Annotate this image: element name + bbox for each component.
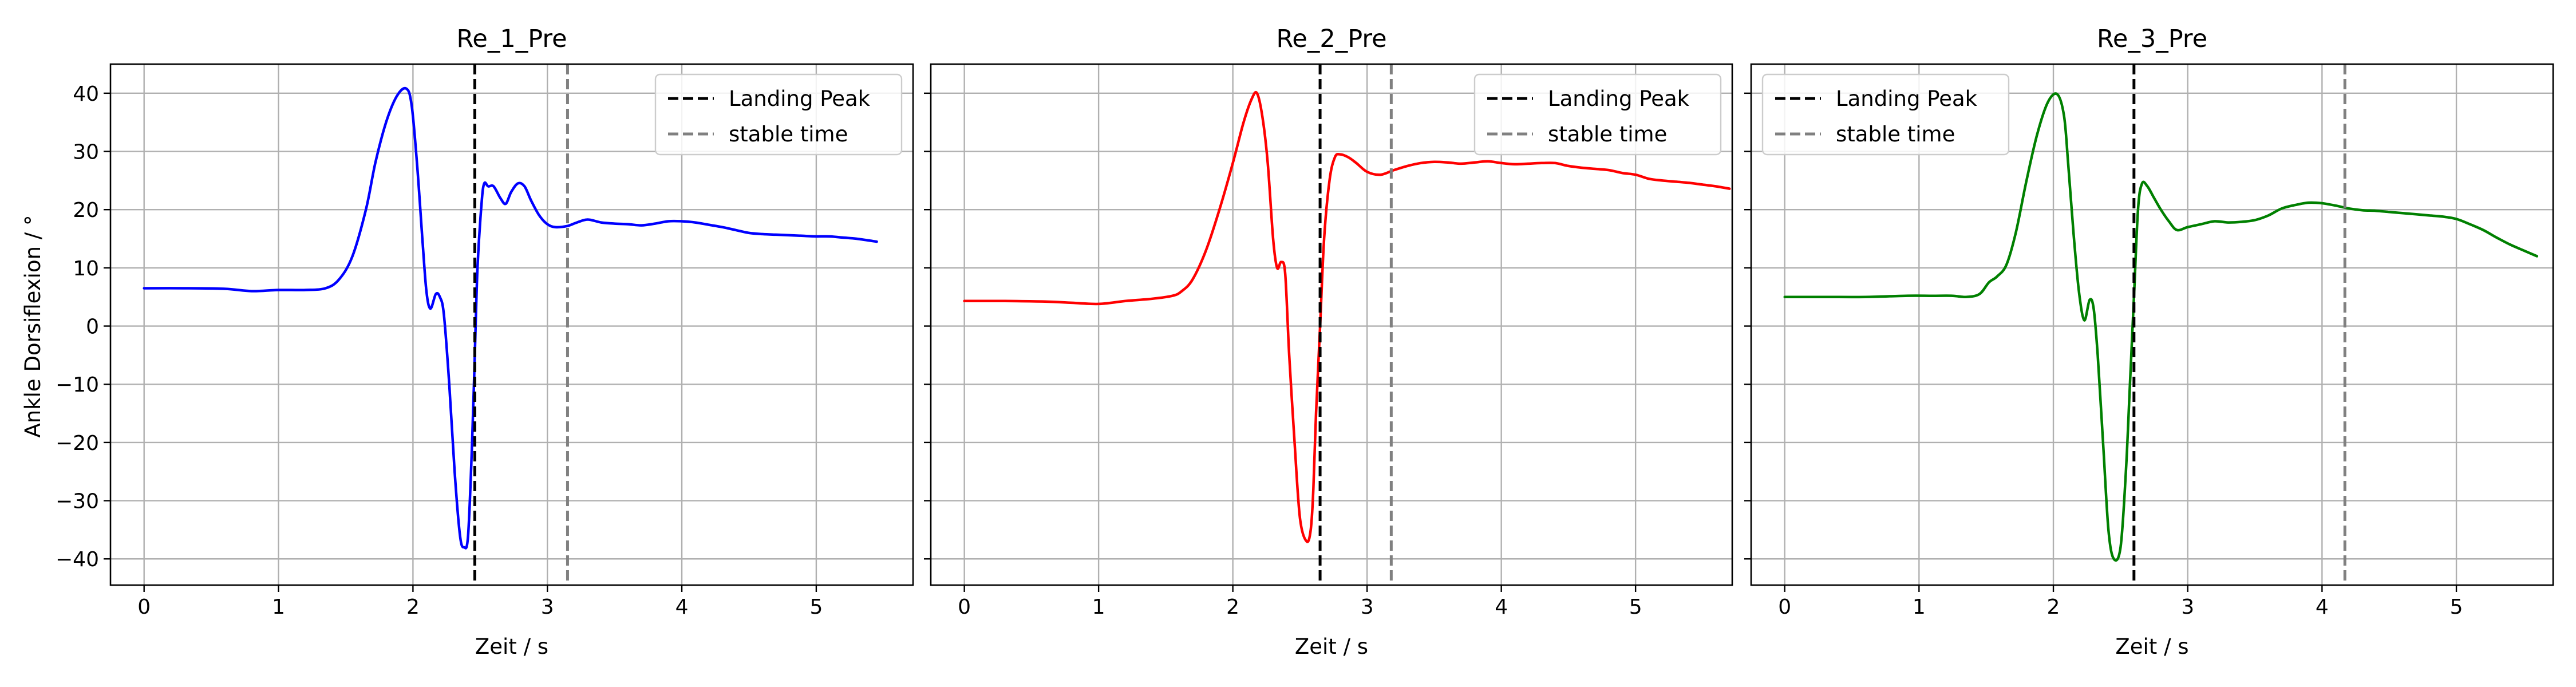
subplot-1: 0 1 2 3 4 5 −40 −30 −20 −10 0 10 20 30 40 Re_1_Pre Zeit …	[56, 25, 914, 659]
y-tick-label: 10	[73, 257, 99, 281]
x-tick-label: 3	[2181, 595, 2194, 619]
panels: 0 1 2 3 4 5−40−30−20−10010203040Re_1_PreZeit …	[56, 25, 2554, 659]
x-tick-label: 4	[2316, 595, 2329, 619]
y-tick-label: 30	[73, 141, 99, 164]
x-axis-label: Zeit / s	[475, 634, 548, 659]
x-tick-label: 2	[1226, 595, 1239, 619]
x-axis-label: Zeit / s	[1295, 634, 1368, 659]
y-tick-label: −40	[56, 548, 99, 571]
x-tick-label: 1	[272, 595, 285, 619]
legend-stable-time-label: stable time	[729, 122, 848, 147]
x-tick-label: 4	[1495, 595, 1508, 619]
legend-landing-peak-label: Landing Peak	[729, 86, 871, 111]
legend: Landing Peak stable time	[1473, 73, 1722, 156]
x-tick-label: 1	[1913, 595, 1926, 619]
x-tick-label: 4	[675, 595, 689, 619]
legend-box	[1473, 73, 1722, 156]
y-tick-label: 0	[86, 315, 99, 339]
x-tick-label: 0	[958, 595, 971, 619]
x-tick-label: 5	[2450, 595, 2463, 619]
legend-stable-time-label: stable time	[1548, 122, 1667, 147]
y-tick-label: −30	[56, 490, 99, 514]
x-tick-label: 0	[1778, 595, 1791, 619]
x-tick-label: 5	[809, 595, 823, 619]
legend-landing-peak-label: Landing Peak	[1836, 86, 1978, 111]
subplot-2: 0 1 2 3 4 5 Re_2_Pre Zeit / s Landing Peak stable…	[924, 25, 1733, 659]
legend: Landing Peak stable time	[1761, 73, 2010, 156]
axes-frame	[109, 63, 914, 586]
x-tick-label: 3	[541, 595, 554, 619]
x-tick-label: 3	[1361, 595, 1374, 619]
x-tick-label: 5	[1629, 595, 1642, 619]
axes-frame	[1750, 63, 2554, 586]
legend: Landing Peak stable time	[654, 73, 903, 156]
data-line	[143, 86, 878, 550]
subplot-title: Re_1_Pre	[456, 25, 567, 53]
x-tick-label: 1	[1092, 595, 1105, 619]
x-tick-label: 2	[406, 595, 420, 619]
y-tick-label: 40	[73, 82, 99, 106]
y-tick-label: 20	[73, 199, 99, 222]
legend-landing-peak-label: Landing Peak	[1548, 86, 1690, 111]
x-tick-label: 2	[2047, 595, 2060, 619]
y-axis-label: Ankle Dorsiflexion / °	[21, 215, 45, 437]
x-axis-label: Zeit / s	[2115, 634, 2188, 659]
legend-box	[654, 73, 903, 156]
legend-stable-time-label: stable time	[1836, 122, 1955, 147]
x-tick-label: 0	[137, 595, 151, 619]
y-tick-label: −10	[56, 373, 99, 397]
data-line	[963, 90, 1731, 543]
legend-box	[1761, 73, 2010, 156]
y-tick-label: −20	[56, 432, 99, 455]
subplot-3: 0 1 2 3 4 5 Re_3_Pre Zeit / s Landing Peak stable…	[1744, 25, 2554, 659]
subplot-title: Re_3_Pre	[2097, 25, 2207, 53]
axes-frame	[930, 63, 1733, 586]
subplot-title: Re_2_Pre	[1276, 25, 1386, 53]
